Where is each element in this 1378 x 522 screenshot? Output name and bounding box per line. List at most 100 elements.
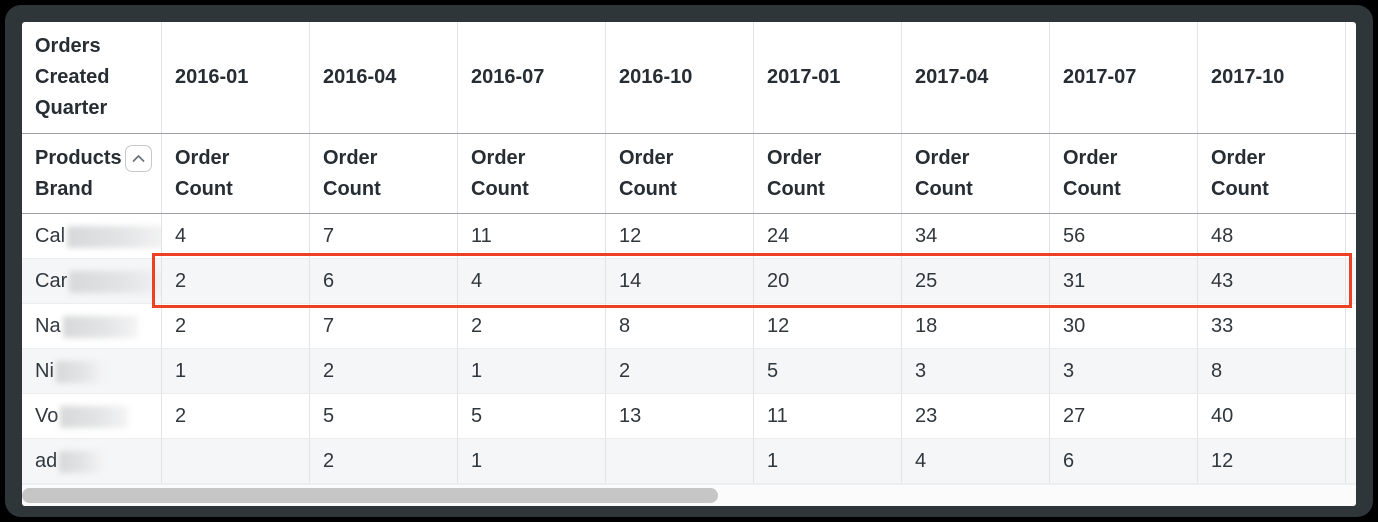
value-cell[interactable]: 8 [1198, 349, 1346, 393]
cell-value: 2 [471, 314, 483, 337]
value-cell[interactable]: 2 [310, 439, 458, 483]
measure-header-cell[interactable]: Order Count [162, 134, 310, 213]
value-cell[interactable]: 7 [310, 214, 458, 258]
value-cell[interactable]: 34 [902, 214, 1050, 258]
measure-header-label: Order Count [1211, 146, 1269, 200]
cell-value: 2 [175, 269, 187, 292]
quarter-header-row: Orders Created Quarter 2016-01 2016-04 201… [22, 22, 1356, 134]
measure-header-cell[interactable]: Order Count [1198, 134, 1346, 213]
quarter-header-cell[interactable]: 2017-01 [754, 22, 902, 133]
value-cell[interactable]: 5 [754, 349, 902, 393]
cell-value: 23 [915, 404, 938, 427]
cell-value: 5 [767, 359, 779, 382]
value-cell[interactable]: 4 [162, 214, 310, 258]
table-row: Ni 1 2 1 2 5 3 3 8 [22, 349, 1356, 394]
cell-value: 56 [1063, 224, 1086, 247]
cell-value: 8 [1211, 359, 1223, 382]
quarter-header-cell[interactable]: 2017-10 [1198, 22, 1346, 133]
value-cell[interactable]: 1 [754, 439, 902, 483]
value-cell[interactable]: 3 [902, 349, 1050, 393]
cell-value: 11 [471, 224, 492, 247]
quarter-header-cell[interactable]: 2016-04 [310, 22, 458, 133]
cell-value: 12 [1211, 449, 1234, 472]
redacted-label-blur [69, 271, 161, 293]
value-cell[interactable]: 24 [754, 214, 902, 258]
value-cell[interactable]: 2 [310, 349, 458, 393]
value-cell[interactable]: 8 [606, 304, 754, 348]
measure-header-cell[interactable]: Order Count [606, 134, 754, 213]
value-cell[interactable]: 5 [310, 394, 458, 438]
quarter-header-label: 2017-01 [767, 66, 841, 88]
value-cell[interactable]: 1 [162, 349, 310, 393]
cell-value: 7 [323, 224, 335, 247]
value-cell[interactable] [606, 439, 754, 483]
quarter-header-cell[interactable]: 2016-07 [458, 22, 606, 133]
value-cell[interactable]: 25 [902, 259, 1050, 303]
quarter-header-label: 2017-07 [1063, 66, 1137, 88]
value-cell[interactable]: 30 [1050, 304, 1198, 348]
value-cell[interactable]: 31 [1050, 259, 1198, 303]
row-dimension-label-line1: Products [35, 146, 122, 169]
value-cell[interactable]: 12 [754, 304, 902, 348]
quarter-header-cell[interactable]: 2016-01 [162, 22, 310, 133]
value-cell[interactable]: 56 [1050, 214, 1198, 258]
measure-header-cell[interactable]: Order Count [310, 134, 458, 213]
row-label-cell[interactable]: Cal [22, 214, 162, 258]
value-cell[interactable] [162, 439, 310, 483]
value-cell[interactable]: 1 [458, 349, 606, 393]
value-cell[interactable]: 6 [310, 259, 458, 303]
brand-label-prefix: Na [35, 314, 61, 337]
value-cell[interactable]: 2 [162, 394, 310, 438]
measure-header-cell[interactable]: Order Count [902, 134, 1050, 213]
value-cell[interactable]: 33 [1198, 304, 1346, 348]
row-label-cell[interactable]: Na [22, 304, 162, 348]
value-cell[interactable]: 4 [458, 259, 606, 303]
sort-ascending-button[interactable] [124, 144, 152, 172]
value-cell[interactable]: 2 [606, 349, 754, 393]
measure-header-cell[interactable]: Order Count [754, 134, 902, 213]
cell-value: 2 [323, 449, 335, 472]
value-cell[interactable]: 4 [902, 439, 1050, 483]
value-cell[interactable]: 2 [162, 259, 310, 303]
brand-label-prefix: Car [35, 269, 68, 292]
value-cell[interactable]: 2 [458, 304, 606, 348]
value-cell[interactable]: 1 [458, 439, 606, 483]
value-cell[interactable]: 6 [1050, 439, 1198, 483]
quarter-header-cell[interactable]: 2017-04 [902, 22, 1050, 133]
value-cell[interactable]: 5 [458, 394, 606, 438]
value-cell[interactable]: 13 [606, 394, 754, 438]
value-cell[interactable]: 48 [1198, 214, 1346, 258]
value-cell[interactable]: 7 [310, 304, 458, 348]
horizontal-scrollbar-track[interactable] [22, 484, 1356, 506]
quarter-header-label: 2016-07 [471, 66, 545, 88]
value-cell[interactable]: 43 [1198, 259, 1346, 303]
value-cell[interactable]: 18 [902, 304, 1050, 348]
value-cell[interactable]: 40 [1198, 394, 1346, 438]
value-cell[interactable]: 27 [1050, 394, 1198, 438]
row-label-cell[interactable]: Ni [22, 349, 162, 393]
value-cell[interactable]: 2 [162, 304, 310, 348]
measure-header-cell[interactable]: Order Count [458, 134, 606, 213]
row-label-cell[interactable]: Car [22, 259, 162, 303]
value-cell[interactable]: 23 [902, 394, 1050, 438]
measure-header-row: Products Brand Order Count Order Count Ord… [22, 134, 1356, 214]
quarter-header-cell[interactable]: 2017-07 [1050, 22, 1198, 133]
cell-value: 1 [471, 359, 483, 382]
value-cell[interactable]: 3 [1050, 349, 1198, 393]
cell-value: 1 [767, 449, 779, 472]
value-cell[interactable]: 20 [754, 259, 902, 303]
cell-value: 2 [175, 404, 187, 427]
value-cell[interactable]: 12 [1198, 439, 1346, 483]
row-dimension-label-line2: Brand [35, 177, 93, 200]
horizontal-scrollbar-thumb[interactable] [22, 488, 718, 503]
value-cell[interactable]: 11 [458, 214, 606, 258]
quarter-header-cell[interactable]: 2016-10 [606, 22, 754, 133]
value-cell[interactable]: 12 [606, 214, 754, 258]
measure-header-cell[interactable]: Order Count [1050, 134, 1198, 213]
value-cell[interactable]: 11 [754, 394, 902, 438]
cell-value: 11 [767, 404, 788, 427]
row-label-cell[interactable]: ad [22, 439, 162, 483]
value-cell[interactable]: 14 [606, 259, 754, 303]
row-label-cell[interactable]: Vo [22, 394, 162, 438]
cell-value: 13 [619, 404, 642, 427]
